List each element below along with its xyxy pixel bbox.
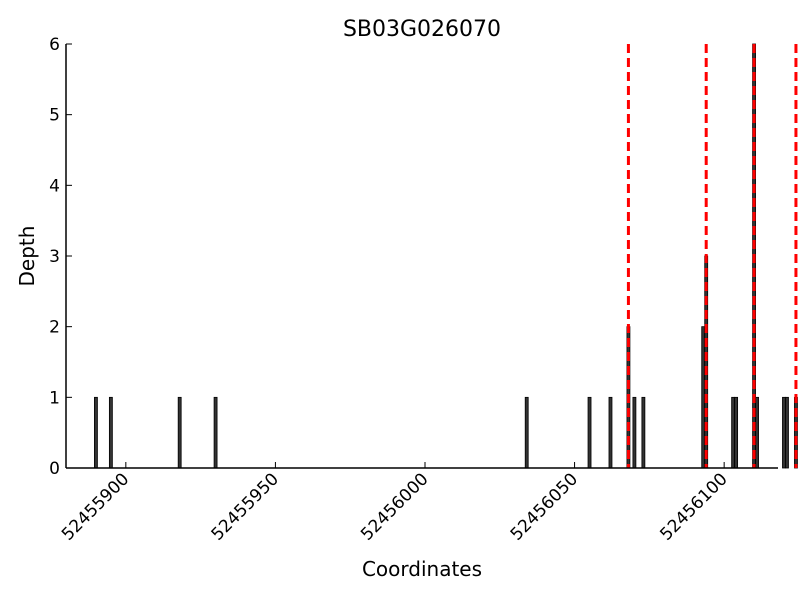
depth-bar-2 bbox=[177, 396, 182, 469]
y-tick-label-2: 2 bbox=[49, 318, 60, 338]
y-tick-label-3: 3 bbox=[49, 247, 60, 267]
depth-bar-17 bbox=[785, 396, 789, 469]
y-tick-label-0: 0 bbox=[49, 459, 60, 479]
y-tick-label-1: 1 bbox=[49, 388, 60, 408]
depth-bar-0 bbox=[94, 396, 98, 469]
x-tick-label-2: 52456000 bbox=[357, 469, 432, 544]
bars-layer bbox=[94, 43, 798, 469]
depth-bar-1 bbox=[108, 396, 113, 469]
depth-bar-4 bbox=[524, 396, 529, 469]
depth-bar-10 bbox=[701, 326, 706, 469]
depth-bar-9 bbox=[641, 396, 646, 469]
y-tick-label-5: 5 bbox=[49, 106, 60, 126]
y-tick-label-4: 4 bbox=[49, 176, 60, 196]
axes-layer bbox=[65, 44, 778, 469]
depth-bar-8 bbox=[632, 396, 637, 469]
y-axis-label: Depth bbox=[15, 226, 39, 287]
reference-lines-layer bbox=[626, 44, 798, 468]
depth-bar-6 bbox=[608, 396, 613, 469]
x-tick-label-4: 52456100 bbox=[656, 469, 731, 544]
depth-bar-13 bbox=[734, 396, 739, 469]
depth-bar-5 bbox=[587, 396, 592, 469]
chart-title: SB03G026070 bbox=[343, 17, 501, 42]
x-axis-label: Coordinates bbox=[362, 557, 482, 581]
depth-bar-16 bbox=[782, 396, 786, 469]
depth-bar-3 bbox=[213, 396, 218, 469]
x-tick-label-1: 52455950 bbox=[208, 469, 283, 544]
y-tick-label-6: 6 bbox=[49, 35, 60, 55]
depth-bar-12 bbox=[731, 396, 736, 469]
x-tick-label-3: 52456050 bbox=[507, 469, 582, 544]
depth-bar-15 bbox=[755, 396, 759, 469]
x-tick-label-0: 52455900 bbox=[58, 469, 133, 544]
